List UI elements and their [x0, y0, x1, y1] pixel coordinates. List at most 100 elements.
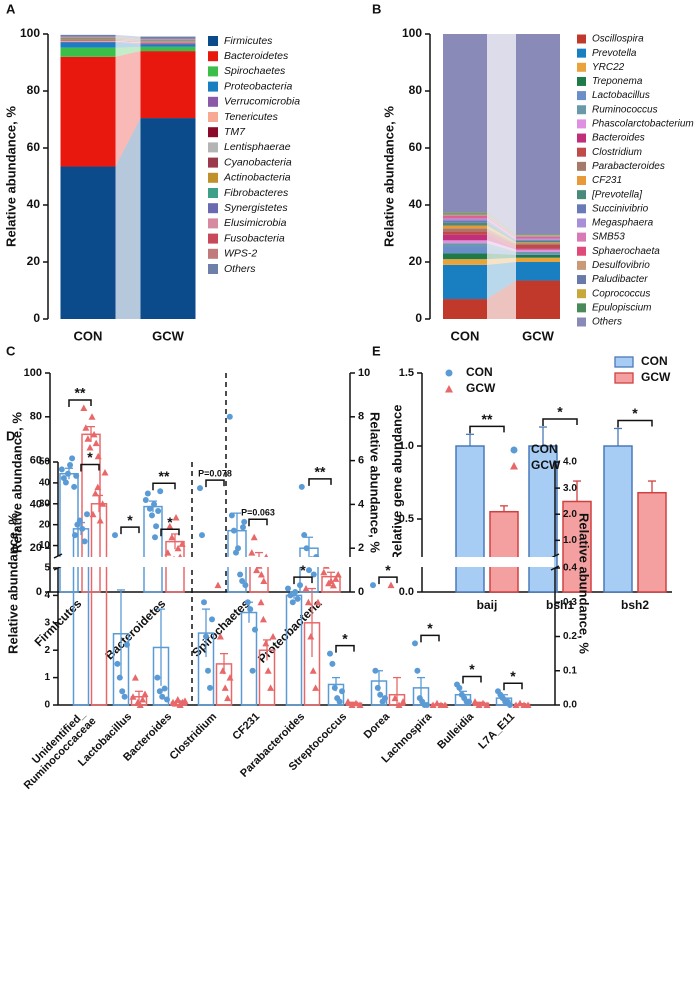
x-tick-label: Unidentified_ Ruminococcaceae	[13, 706, 98, 791]
bar-segment	[443, 246, 487, 254]
connector	[487, 234, 516, 250]
legend-label: Fibrobacteres	[224, 187, 289, 199]
panel-label: D	[6, 428, 15, 443]
legend-label: Others	[224, 263, 256, 275]
data-point	[516, 699, 524, 707]
connector	[115, 42, 141, 48]
legend-swatch	[208, 203, 218, 214]
bar-segment	[443, 264, 487, 300]
data-point	[306, 567, 312, 574]
connector	[487, 34, 516, 235]
connector	[115, 36, 141, 40]
data-point	[247, 606, 254, 613]
legend-label: Paludibacter	[592, 274, 648, 285]
x-tick-label: GCW	[152, 328, 185, 343]
connector	[115, 37, 141, 40]
data-point	[199, 532, 205, 539]
data-point	[292, 588, 299, 595]
data-point	[352, 699, 360, 707]
legend-swatch	[208, 142, 218, 153]
axis-title: Relative abundance, %	[5, 513, 20, 654]
bar	[562, 500, 592, 593]
data-point	[159, 693, 166, 700]
data-point	[155, 507, 162, 514]
legend-label: GCW	[641, 370, 671, 384]
connector	[115, 46, 141, 57]
connector	[115, 34, 141, 39]
significance-label: **	[315, 464, 326, 480]
legend-label: GCW	[466, 381, 496, 395]
data-point	[314, 598, 322, 606]
bar	[90, 503, 108, 706]
data-point	[142, 497, 149, 504]
data-point	[88, 413, 96, 420]
data-point	[80, 404, 88, 412]
bar-segment	[60, 38, 116, 40]
x-tick-label: Bacteroidetes	[102, 596, 168, 662]
significance-bracket	[80, 463, 100, 472]
data-point	[441, 701, 449, 708]
connector	[487, 220, 516, 241]
bar	[152, 646, 170, 706]
bar	[528, 445, 558, 593]
legend-label: CON	[641, 354, 668, 368]
bar-segment	[443, 259, 487, 265]
data-point	[301, 532, 308, 539]
legend-label: CF231	[592, 175, 622, 186]
bar-segment	[443, 213, 487, 215]
legend-label: [Prevotella]	[591, 189, 642, 200]
bar-segment	[60, 39, 116, 41]
data-point	[121, 693, 128, 700]
legend-label: Lentisphaerae	[224, 141, 291, 153]
bar-segment	[60, 56, 116, 167]
bar	[327, 683, 345, 706]
legend-label: Desulfovibrio	[592, 260, 650, 271]
bar-segment	[516, 236, 560, 238]
data-point	[297, 582, 303, 589]
data-point	[524, 701, 532, 708]
axis-title: Relative gene abundance	[389, 404, 404, 560]
connector	[115, 118, 141, 319]
tick-label: 30	[39, 498, 51, 509]
connector	[487, 243, 516, 255]
connector	[487, 213, 516, 236]
data-point	[312, 684, 320, 691]
bar-segment	[443, 216, 487, 218]
legend-label: Actinobacteria	[223, 172, 291, 184]
data-point	[336, 698, 343, 705]
bar-segment	[516, 34, 560, 235]
tick-label: 20	[409, 254, 423, 268]
legend-label: Tenericutes	[224, 111, 279, 123]
legend-swatch	[208, 233, 218, 244]
data-point	[253, 566, 261, 574]
data-point	[197, 485, 203, 492]
data-point	[99, 500, 107, 507]
bar	[72, 528, 90, 706]
legend-swatch	[208, 172, 218, 183]
x-tick-label: baij	[477, 598, 498, 612]
tick-label: 40	[39, 478, 51, 489]
bar	[303, 622, 321, 706]
legend-label: Others	[592, 317, 622, 328]
legend-swatch	[614, 356, 634, 368]
data-point	[479, 699, 487, 707]
data-point	[372, 667, 379, 674]
legend-label: Clostridium	[592, 147, 642, 158]
connector	[115, 39, 141, 42]
data-point	[304, 598, 312, 606]
bar	[197, 632, 215, 706]
data-point	[226, 674, 234, 681]
legend-swatch	[577, 105, 586, 115]
bar-segment	[443, 225, 487, 229]
data-point	[201, 599, 207, 606]
data-point	[307, 633, 315, 640]
significance-bracket	[617, 419, 653, 428]
significance-bracket	[293, 576, 313, 585]
legend-label: Spirochaetes	[224, 65, 286, 77]
data-point	[242, 582, 249, 589]
data-point	[174, 544, 182, 552]
bar-segment	[443, 212, 487, 214]
significance-label: *	[342, 630, 348, 646]
legend-swatch	[208, 127, 218, 138]
connector	[115, 38, 141, 41]
